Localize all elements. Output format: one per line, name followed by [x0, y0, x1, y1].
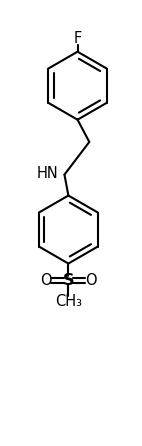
Text: S: S: [63, 273, 74, 288]
Text: CH₃: CH₃: [55, 294, 82, 309]
Text: HN: HN: [36, 166, 58, 181]
Text: F: F: [73, 31, 82, 46]
Text: O: O: [85, 273, 97, 288]
Text: O: O: [40, 273, 51, 288]
